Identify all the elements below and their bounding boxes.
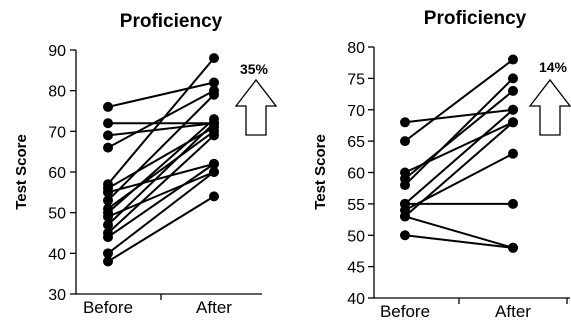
data-point-before [103, 219, 113, 230]
series-line [404, 215, 514, 249]
data-point-after [508, 148, 518, 159]
series-line [107, 162, 215, 194]
data-point-after [209, 191, 219, 202]
data-point-after [508, 104, 518, 115]
data-point-before [103, 130, 113, 141]
x-tick-label-before: Before [83, 298, 133, 317]
data-point-before [400, 117, 410, 128]
data-point-before [103, 248, 113, 259]
data-point-after [508, 73, 518, 84]
series-line [404, 108, 514, 205]
data-point-before [103, 187, 113, 198]
data-point-after [508, 198, 518, 209]
y-tick-label: 70 [347, 103, 365, 120]
series-line [404, 77, 514, 186]
x-tick-label-before: Before [380, 302, 430, 320]
data-point-before [103, 118, 113, 129]
data-point-before [103, 101, 113, 112]
y-tick-label: 40 [48, 246, 66, 263]
y-axis-label: Test Score [13, 134, 30, 210]
data-point-before [103, 211, 113, 222]
data-point-after [508, 54, 518, 65]
y-tick-label: 60 [347, 166, 365, 183]
data-point-before [103, 232, 113, 243]
data-point-after [209, 118, 219, 129]
series-line [107, 94, 215, 202]
data-point-after [209, 167, 219, 177]
data-point-before [400, 211, 410, 222]
y-tick-label: 40 [347, 291, 365, 308]
data-point-after [508, 242, 518, 253]
series-line [107, 163, 215, 238]
y-tick-label: 30 [48, 287, 66, 304]
y-tick-label: 50 [347, 228, 365, 245]
chart-left: Proficiency Test Score 30 40 50 60 70 80 90 Befor… [13, 11, 278, 317]
series-line [107, 89, 215, 149]
data-point-before [400, 180, 410, 191]
series-line [107, 118, 215, 214]
series-line [107, 134, 215, 234]
data-point-before [400, 230, 410, 241]
data-point-after [508, 117, 518, 128]
data-point-after [209, 89, 219, 100]
y-tick-label: 60 [48, 165, 66, 182]
series-line [404, 90, 514, 180]
series-line [107, 130, 215, 210]
series-line [404, 108, 514, 124]
data-point-before [103, 195, 113, 206]
y-tick-label: 45 [347, 260, 365, 277]
y-tick-label: 50 [48, 206, 66, 223]
data-point-after [209, 77, 219, 88]
data-point-after [209, 158, 219, 169]
chart-title: Proficiency [424, 8, 527, 29]
data-point-after [209, 130, 219, 141]
y-tick-label: 75 [347, 71, 365, 88]
y-tick-label: 55 [347, 197, 365, 214]
series-line [107, 171, 215, 255]
up-arrow-icon [528, 78, 571, 136]
percent-change-label: 35% [240, 61, 269, 77]
series-line [107, 126, 215, 190]
y-tick-label: 80 [48, 84, 66, 101]
series-line [107, 122, 215, 226]
y-tick-label: 90 [48, 43, 66, 60]
y-axis-label: Test Score [312, 134, 329, 210]
y-tick-label: 80 [347, 40, 365, 57]
data-point-before [103, 142, 113, 153]
series-line [404, 58, 514, 142]
data-point-after [209, 53, 219, 64]
y-tick-label: 65 [347, 134, 365, 151]
data-point-after [508, 85, 518, 96]
data-point-before [400, 136, 410, 147]
chart-right: Proficiency Test Score 40 45 50 55 60 65 70 75 80 B… [312, 8, 571, 320]
percent-change-label: 14% [539, 59, 568, 75]
up-arrow-icon [234, 78, 278, 136]
series-line [404, 121, 514, 218]
chart-title: Proficiency [120, 11, 223, 32]
x-tick-label-after: After [495, 302, 531, 320]
series-line [107, 81, 215, 108]
series-line [107, 195, 215, 263]
data-point-before [103, 256, 113, 267]
series-line [404, 234, 514, 249]
series-line [107, 122, 215, 137]
x-tick-label-after: After [196, 298, 232, 317]
series-line [107, 57, 215, 185]
y-tick-label: 70 [48, 124, 66, 141]
